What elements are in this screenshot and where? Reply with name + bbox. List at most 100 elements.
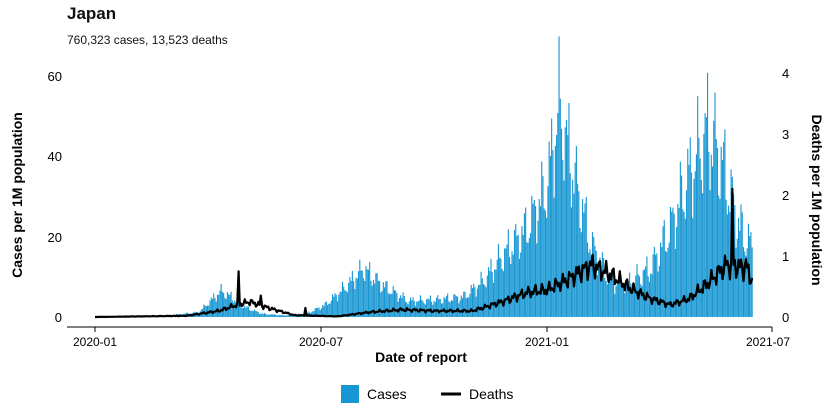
case-bar xyxy=(417,301,419,317)
case-bar xyxy=(719,198,721,317)
case-bar xyxy=(239,303,241,317)
case-bar xyxy=(351,270,353,317)
case-bar xyxy=(640,284,642,317)
case-bar xyxy=(444,298,446,317)
case-bar xyxy=(549,155,551,317)
x-tick-label: 2020-01 xyxy=(73,335,117,349)
case-bar xyxy=(650,273,652,317)
case-bar xyxy=(510,263,512,317)
case-bar xyxy=(353,281,355,317)
case-bar xyxy=(431,301,433,317)
case-bar xyxy=(609,272,611,317)
case-bar xyxy=(532,203,534,317)
case-bar xyxy=(470,284,472,317)
case-bar xyxy=(223,292,225,317)
case-bar xyxy=(596,275,598,317)
case-bar xyxy=(275,314,277,317)
case-bar xyxy=(220,283,222,317)
case-bar xyxy=(679,161,681,317)
case-bar xyxy=(226,291,228,317)
case-bar xyxy=(507,229,509,317)
case-bar xyxy=(547,186,549,317)
case-bar xyxy=(361,270,363,317)
case-bar xyxy=(334,293,336,317)
case-bar xyxy=(478,284,480,317)
case-bar xyxy=(235,302,237,317)
case-bar xyxy=(692,218,694,317)
case-bar xyxy=(621,286,623,317)
case-bar xyxy=(435,297,438,317)
case-bar xyxy=(234,300,236,317)
case-bar xyxy=(265,313,267,317)
case-bar xyxy=(233,302,235,317)
case-bar xyxy=(497,244,499,317)
case-bar xyxy=(369,262,371,317)
case-bar xyxy=(461,298,464,317)
case-bar xyxy=(343,286,345,317)
case-bar xyxy=(281,314,283,317)
case-bar xyxy=(709,190,711,317)
case-bar xyxy=(419,295,421,317)
case-bar xyxy=(409,297,412,317)
case-bar xyxy=(648,281,650,317)
case-bar xyxy=(669,207,671,317)
case-bar xyxy=(362,278,365,317)
case-bar xyxy=(630,283,632,317)
case-bar xyxy=(460,295,462,317)
case-bar xyxy=(354,289,356,317)
case-bar xyxy=(273,314,275,317)
case-bar xyxy=(539,206,542,317)
case-bar xyxy=(428,299,430,317)
case-bar xyxy=(572,179,574,317)
case-bar xyxy=(695,154,697,317)
y-tick-label: 20 xyxy=(48,230,62,245)
case-bar xyxy=(568,103,570,317)
case-bar xyxy=(605,281,607,317)
case-bar xyxy=(411,300,413,317)
case-bar xyxy=(629,272,631,317)
case-bar xyxy=(421,299,423,317)
case-bar xyxy=(392,286,394,317)
case-bar xyxy=(332,294,334,317)
case-bar xyxy=(283,315,285,317)
case-bar xyxy=(475,296,477,317)
case-bar xyxy=(287,314,289,317)
case-bar xyxy=(704,113,706,317)
legend-cases-label: Cases xyxy=(367,386,407,402)
case-bar xyxy=(289,314,292,317)
case-bar xyxy=(530,233,532,317)
case-bar xyxy=(323,306,325,317)
case-bar xyxy=(438,299,440,317)
case-bar xyxy=(501,269,503,317)
case-bar xyxy=(490,258,492,317)
y-ticks-left: 0 20 40 60 xyxy=(48,69,62,325)
case-bar xyxy=(543,208,545,317)
case-bar xyxy=(671,211,673,317)
case-bar xyxy=(595,250,597,317)
case-bar xyxy=(656,253,658,317)
case-bar xyxy=(521,226,523,317)
case-bar xyxy=(565,120,568,317)
case-bar xyxy=(386,281,388,317)
case-bar xyxy=(614,293,616,317)
case-bar xyxy=(509,256,511,317)
case-bar xyxy=(617,283,620,317)
case-bar xyxy=(563,180,565,317)
case-bar xyxy=(469,293,471,317)
case-bar xyxy=(546,217,548,317)
case-bar xyxy=(336,301,339,317)
case-bar xyxy=(381,290,383,317)
case-bar xyxy=(209,300,211,317)
case-bar xyxy=(348,282,350,317)
case-bar xyxy=(542,176,544,317)
case-bar xyxy=(261,313,263,317)
case-bar xyxy=(502,271,504,317)
case-bar xyxy=(558,36,560,317)
case-bar xyxy=(655,254,657,317)
case-bar xyxy=(517,234,519,317)
case-bar xyxy=(548,141,550,317)
case-bar xyxy=(585,196,587,317)
case-bar xyxy=(745,255,747,317)
case-bar xyxy=(634,283,636,317)
